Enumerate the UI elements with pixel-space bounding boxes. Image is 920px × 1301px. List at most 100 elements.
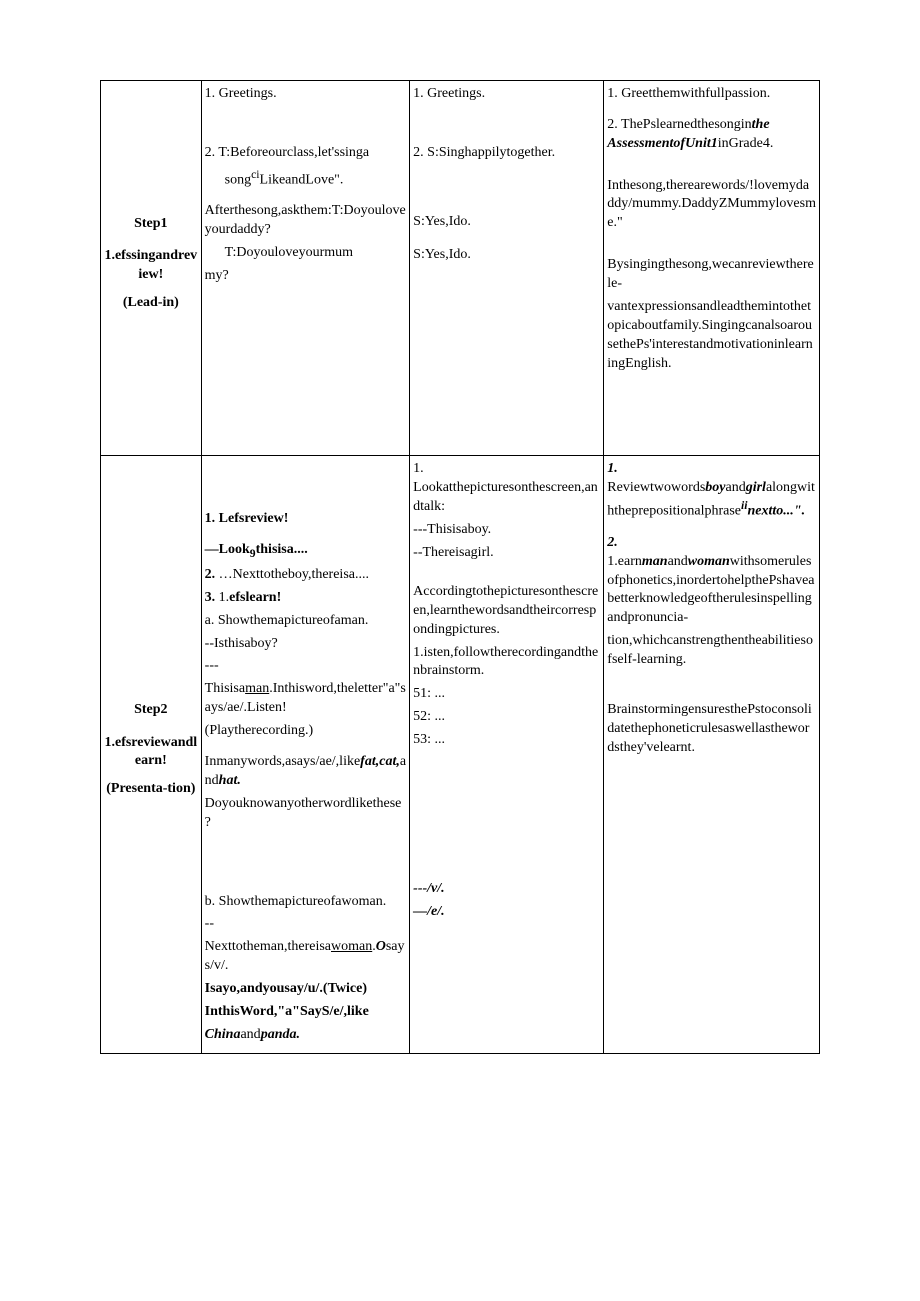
text: boy bbox=[705, 480, 725, 495]
text: woman bbox=[331, 939, 372, 954]
text: BrainstormingensuresthePstoconsolidateth… bbox=[607, 682, 816, 758]
text: 2. 1.earnmanandwomanwithsomerulesofphone… bbox=[607, 534, 816, 628]
purpose-cell: 1. Greetthemwithfullpassion. 2. ThePslea… bbox=[604, 81, 820, 456]
text: 2. T:Beforeourclass,let'ssinga bbox=[205, 144, 407, 163]
text: 3. bbox=[205, 590, 216, 605]
text: —Look9thisisa.... bbox=[205, 541, 407, 562]
text: --Isthisaboy? bbox=[205, 635, 407, 654]
text: Reviewtwowords bbox=[607, 480, 705, 495]
text: --Thereisagirl. bbox=[413, 544, 600, 563]
text: 1.earn bbox=[607, 554, 642, 569]
text: Bysingingthesong,wecanreviewtherele- bbox=[607, 237, 816, 294]
text: -- bbox=[205, 915, 407, 934]
step-sub2: (Lead-in) bbox=[104, 294, 198, 312]
text: and bbox=[240, 1027, 260, 1042]
step-title: Step1 bbox=[104, 215, 198, 234]
text: 1. Lookatthepicturesonthescreen,andtalk: bbox=[413, 460, 600, 517]
student-cell: 1. Lookatthepicturesonthescreen,andtalk:… bbox=[410, 456, 604, 1053]
text: efslearn! bbox=[229, 590, 281, 605]
step-sub2: (Presenta-tion) bbox=[104, 780, 198, 798]
text: 51: ... bbox=[413, 685, 600, 704]
step-cell: Step2 1.efsreviewandlearn! (Presenta-tio… bbox=[101, 456, 202, 1053]
text: InthisWord,"a"SayS/e/,like bbox=[205, 1003, 407, 1022]
table-row: Step2 1.efsreviewandlearn! (Presenta-tio… bbox=[101, 456, 820, 1053]
text: 53: ... bbox=[413, 731, 600, 750]
text: Doyouknowanyotherwordlikethese? bbox=[205, 795, 407, 833]
text: nextto...". bbox=[748, 504, 806, 519]
text: China bbox=[205, 1027, 241, 1042]
teacher-cell: 1. Lefsreview! —Look9thisisa.... 2. …Nex… bbox=[201, 456, 410, 1053]
text: Thisisaman.Inthisword,theletter"a"says/a… bbox=[205, 680, 407, 718]
text: Inmanywords,asays/ae/,likefat,cat,andhat… bbox=[205, 753, 407, 791]
text: 3. 1.efslearn! bbox=[205, 589, 407, 608]
text: 52: ... bbox=[413, 708, 600, 727]
text: inGrade4. bbox=[718, 136, 774, 151]
text: Thisisa bbox=[205, 681, 245, 696]
text: woman bbox=[688, 554, 730, 569]
text: Chinaandpanda. bbox=[205, 1026, 407, 1045]
text: my? bbox=[205, 267, 407, 286]
text: Afterthesong,askthem:T:Doyouloveyourdadd… bbox=[205, 202, 407, 240]
text: and bbox=[668, 554, 688, 569]
text: S:Yes,Ido. bbox=[413, 246, 600, 265]
purpose-cell: 1. Reviewtwowordsboyandgirlalongwiththep… bbox=[604, 456, 820, 1053]
text: Inmanywords,asays/ae/,like bbox=[205, 754, 361, 769]
text: a. Showthemapictureofaman. bbox=[205, 612, 407, 631]
text: 2. bbox=[607, 535, 618, 550]
text: man bbox=[245, 681, 269, 696]
text: 1. Greetthemwithfullpassion. bbox=[607, 85, 816, 104]
text: panda. bbox=[261, 1027, 300, 1042]
text: Nexttotheman,thereisawoman.Osays/v/. bbox=[205, 938, 407, 976]
text: Bysingingthesong,wecanreviewtherele- bbox=[607, 257, 813, 291]
text: song bbox=[225, 172, 251, 187]
text: fat,cat, bbox=[360, 754, 400, 769]
lesson-plan-table: Step1 1.efssingandreview! (Lead-in) 1. G… bbox=[100, 80, 820, 1054]
text: 2. …Nexttotheboy,thereisa.... bbox=[205, 566, 407, 585]
text: Nexttotheman,thereisa bbox=[205, 939, 331, 954]
student-cell: 1. Greetings. 2. S:Singhappilytogether. … bbox=[410, 81, 604, 456]
text: Accordingtothepicturesonthescreen,learnt… bbox=[413, 583, 600, 640]
text: …Nexttotheboy,thereisa.... bbox=[215, 567, 369, 582]
text: 2. bbox=[205, 567, 216, 582]
text: man bbox=[642, 554, 668, 569]
teacher-cell: 1. Greetings. 2. T:Beforeourclass,let'ss… bbox=[201, 81, 410, 456]
text: T:Doyouloveyourmum bbox=[205, 244, 407, 263]
text: 1. bbox=[607, 461, 618, 476]
text: BrainstormingensuresthePstoconsolidateth… bbox=[607, 702, 812, 755]
table-row: Step1 1.efssingandreview! (Lead-in) 1. G… bbox=[101, 81, 820, 456]
text: 2. ThePslearnedthesonginthe Assessmentof… bbox=[607, 116, 816, 154]
text: 1.isten,followtherecordingandthenbrainst… bbox=[413, 644, 600, 682]
text: hat. bbox=[219, 773, 241, 788]
text: Inthesong,therearewords/!lovemydaddy/mum… bbox=[607, 158, 816, 234]
text: ---/v/. bbox=[413, 880, 600, 899]
text: ---Thisisaboy. bbox=[413, 521, 600, 540]
text: b. Showthemapictureofawoman. bbox=[205, 893, 407, 912]
text: 1. Reviewtwowordsboyandgirlalongwiththep… bbox=[607, 460, 816, 521]
step-sub1: 1.efssingandreview! bbox=[104, 247, 198, 283]
text: --- bbox=[205, 657, 407, 676]
text: S:Yes,Ido. bbox=[413, 213, 600, 232]
text: thisisa.... bbox=[256, 542, 308, 557]
step-title: Step2 bbox=[104, 701, 198, 720]
step-cell: Step1 1.efssingandreview! (Lead-in) bbox=[101, 81, 202, 456]
text: 1. Greetings. bbox=[413, 85, 600, 104]
text: 2. S:Singhappilytogether. bbox=[413, 144, 600, 163]
text: —/e/. bbox=[413, 903, 600, 922]
text: 2. T:Beforeourclass,let'ssinga bbox=[205, 145, 369, 160]
text: songciLikeandLove". bbox=[205, 167, 407, 191]
text: 2. ThePslearnedthesongin bbox=[607, 117, 751, 132]
heading: 1. Lefsreview! bbox=[205, 510, 407, 529]
text: —Look bbox=[205, 542, 250, 557]
text: T:Doyouloveyourmum bbox=[205, 244, 353, 263]
text: tion,whichcanstrengthentheabilitiesofsel… bbox=[607, 632, 816, 670]
text: 1. Greetings. bbox=[205, 85, 407, 104]
spacer bbox=[607, 377, 816, 447]
text: Inthesong,therearewords/!lovemydaddy/mum… bbox=[607, 178, 816, 231]
text: Isayo,andyousay/u/.(Twice) bbox=[205, 980, 407, 999]
text: O bbox=[376, 939, 386, 954]
step-sub1: 1.efsreviewandlearn! bbox=[104, 734, 198, 770]
text: girl bbox=[746, 480, 766, 495]
sup: ci bbox=[251, 168, 259, 181]
text: (Playtherecording.) bbox=[205, 722, 407, 741]
text: 1. bbox=[215, 590, 229, 605]
